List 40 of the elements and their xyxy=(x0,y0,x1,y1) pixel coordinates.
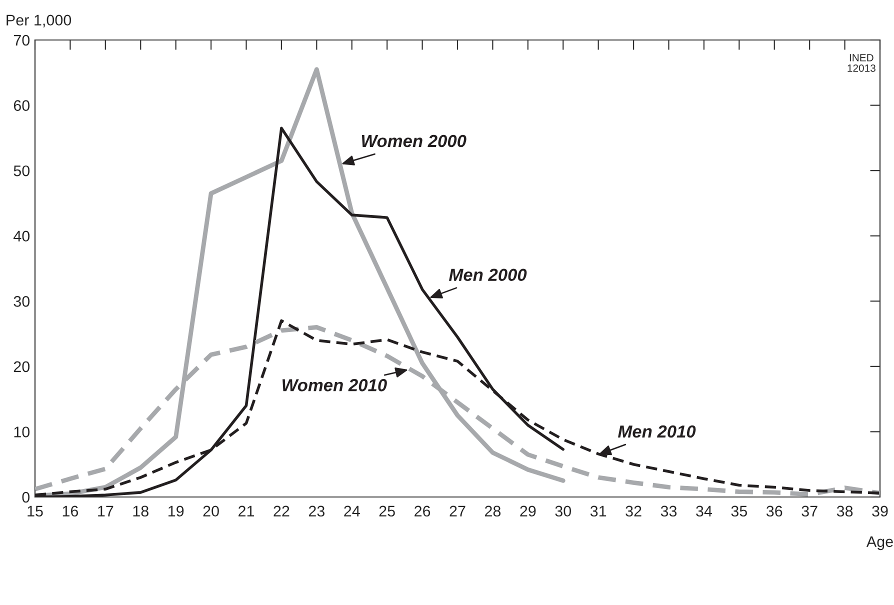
y-tick-label: 10 xyxy=(14,426,30,438)
y-tick-label: 30 xyxy=(14,296,30,307)
x-tick-label: 27 xyxy=(450,506,466,516)
x-tick-label: 37 xyxy=(802,506,818,517)
x-tick-label: 20 xyxy=(203,506,219,517)
annotation: Men 2000 xyxy=(449,268,527,281)
annotation: Women 2000 xyxy=(362,134,466,148)
x-tick-label: 18 xyxy=(133,506,148,517)
annotation: Men 2010 xyxy=(618,425,696,438)
x-tick-label: 22 xyxy=(274,506,290,516)
x-tick-label: 17 xyxy=(98,506,114,516)
y-tick-label: 50 xyxy=(14,165,30,176)
x-tick-label: 35 xyxy=(731,506,748,517)
y-tick-label: 40 xyxy=(14,230,30,242)
x-tick-label: 36 xyxy=(766,506,782,517)
x-tick-label: 24 xyxy=(344,506,360,516)
x-tick-label: 33 xyxy=(660,506,677,517)
x-tick-label: 38 xyxy=(836,506,853,517)
y-tick-label: 70 xyxy=(14,34,30,46)
x-tick-label: 29 xyxy=(520,506,536,517)
x-tick-label: 31 xyxy=(590,506,606,517)
x-tick-label: 23 xyxy=(308,506,324,517)
x-tick-label: 25 xyxy=(379,506,395,517)
x-tick-label: 32 xyxy=(626,506,642,517)
annotation: INED 12013 xyxy=(848,54,876,72)
y-axis-title: Per 1,000 xyxy=(6,14,72,28)
y-tick-label: 0 xyxy=(22,492,30,503)
x-tick-label: 28 xyxy=(484,506,501,517)
x-tick-label: 19 xyxy=(168,506,184,517)
x-tick-label: 30 xyxy=(555,506,572,517)
x-tick-label: 21 xyxy=(238,506,254,516)
x-tick-label: 16 xyxy=(62,506,78,517)
y-tick-label: 60 xyxy=(14,100,30,111)
x-tick-label: 15 xyxy=(28,506,43,517)
x-tick-label: 34 xyxy=(696,506,712,517)
x-axis-title: Age xyxy=(866,536,893,550)
x-tick-label: 39 xyxy=(872,506,888,517)
y-tick-label: 20 xyxy=(14,361,30,372)
annotation: Women 2010 xyxy=(282,379,387,392)
x-tick-label: 26 xyxy=(414,506,430,517)
